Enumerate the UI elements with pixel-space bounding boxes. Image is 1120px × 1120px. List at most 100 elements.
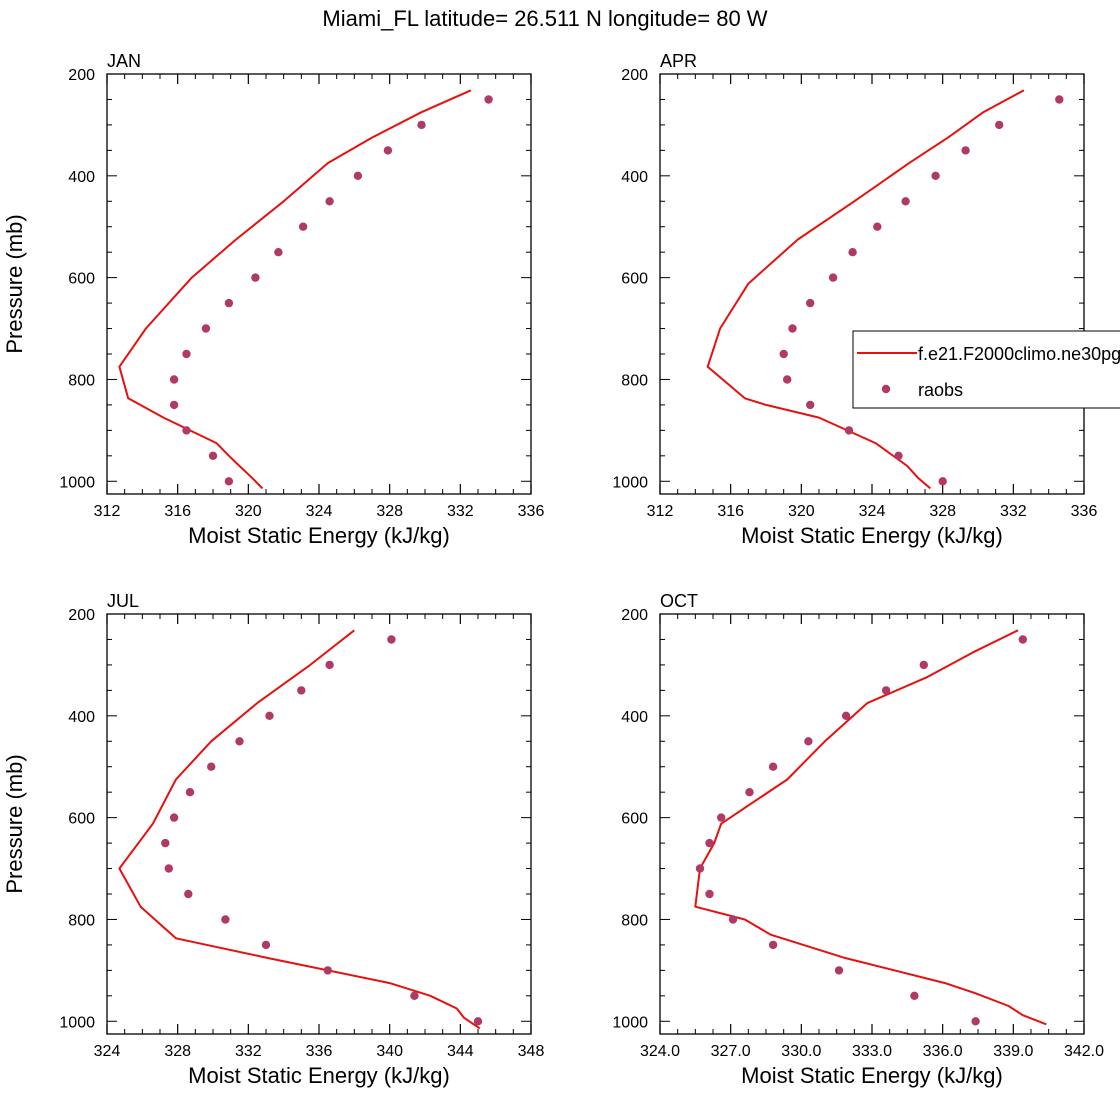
- jan-x-tick-label: 324: [306, 503, 333, 520]
- jan-y-tick-label: 200: [68, 67, 95, 84]
- apr-raobs-point: [938, 477, 947, 486]
- jul-raobs-point: [207, 762, 216, 771]
- oct-x-tick-label: 330.0: [781, 1043, 821, 1060]
- jul-y-tick-label: 600: [68, 811, 95, 828]
- jan-model-line: [118, 89, 472, 490]
- apr-raobs-point: [806, 400, 815, 410]
- legend: f.e21.F2000climo.ne30pg3_ne30pg3_mg17.ca…: [852, 330, 1120, 409]
- jan-raobs-point: [182, 349, 191, 359]
- jul-x-tick-label: 332: [235, 1043, 262, 1060]
- apr-raobs-point: [995, 120, 1004, 130]
- oct-raobs-point: [1018, 635, 1027, 644]
- oct-raobs-point: [717, 813, 726, 822]
- apr-y-tick-label: 400: [621, 169, 648, 186]
- jul-x-tick-label: 344: [447, 1043, 474, 1060]
- apr-y-tick-label: 800: [621, 372, 648, 389]
- oct-model-line: [694, 629, 1047, 1026]
- apr-model-line: [706, 89, 1025, 490]
- jul-panel-title: JUL: [107, 591, 139, 611]
- jul-y-tick-label: 400: [68, 709, 95, 726]
- jan-raobs-point: [383, 146, 393, 155]
- jan-y-tick-label: 400: [68, 169, 95, 186]
- panel-oct: OCT 324.0 327.0 330.0 333.0 336.0 339.0 342.0 20…: [612, 591, 1104, 1088]
- oct-raobs-point: [728, 915, 738, 924]
- jan-x-tick-label: 328: [376, 503, 403, 520]
- oct-x-tick-label: 324.0: [640, 1043, 680, 1060]
- legend-obs-marker: [881, 384, 891, 394]
- oct-raobs-point: [804, 737, 813, 746]
- jan-panel-title: JAN: [107, 51, 141, 71]
- jan-y-axis-label: Pressure (mb): [2, 214, 27, 353]
- apr-raobs-point: [788, 324, 797, 333]
- jul-raobs-point: [325, 660, 334, 670]
- figure-title: Miami_FL latitude= 26.511 N longitude= 8…: [322, 6, 767, 31]
- jan-raobs-point: [298, 222, 308, 231]
- apr-raobs-point: [783, 375, 792, 384]
- oct-x-tick-label: 336.0: [923, 1043, 963, 1060]
- apr-x-axis-label: Moist Static Energy (kJ/kg): [741, 523, 1003, 548]
- jan-x-tick-label: 316: [164, 503, 191, 520]
- jan-y-tick-label: 1000: [59, 474, 95, 491]
- oct-raobs-point: [841, 711, 851, 720]
- apr-y-tick-label: 200: [621, 67, 648, 84]
- oct-raobs-point: [695, 864, 705, 873]
- oct-x-tick-label: 327.0: [711, 1043, 751, 1060]
- jan-y-tick-label: 800: [68, 372, 95, 389]
- jul-raobs-point: [387, 635, 396, 644]
- jul-y-tick-label: 200: [68, 607, 95, 624]
- jan-x-tick-label: 332: [447, 503, 474, 520]
- apr-raobs-point: [901, 197, 910, 206]
- jul-x-tick-label: 328: [164, 1043, 191, 1060]
- jan-raobs-point: [484, 95, 493, 104]
- apr-raobs-point: [779, 349, 788, 359]
- apr-raobs-point: [931, 171, 940, 180]
- jan-raobs-point: [201, 324, 211, 333]
- jul-x-tick-label: 336: [306, 1043, 333, 1060]
- apr-plot-frame: [659, 73, 1085, 495]
- jul-raobs-point: [473, 1017, 483, 1026]
- jul-raobs-point: [235, 737, 244, 746]
- oct-y-tick-label: 1000: [612, 1014, 648, 1031]
- panel-apr: APR 312 316 320 324 328 332 336 200 400 600 800 1000…: [612, 51, 1097, 548]
- oct-y-tick-label: 600: [621, 811, 648, 828]
- jan-raobs-point: [169, 375, 179, 384]
- oct-y-tick-label: 200: [621, 607, 648, 624]
- jan-x-axis-label: Moist Static Energy (kJ/kg): [188, 523, 450, 548]
- jul-raobs-point: [410, 991, 419, 1000]
- jan-raobs-point: [208, 451, 218, 460]
- oct-raobs-point: [768, 762, 778, 771]
- jan-x-tick-label: 312: [94, 503, 121, 520]
- apr-raobs-point: [844, 426, 854, 435]
- oct-raobs-point: [745, 788, 754, 797]
- oct-panel-title: OCT: [660, 591, 698, 611]
- jul-raobs-point: [265, 711, 274, 720]
- panels-container: JAN 312 316 320 324 328 332 336 200 400 600 800 1000…: [2, 51, 1104, 1088]
- apr-x-tick-label: 324: [859, 503, 886, 520]
- jul-y-tick-label: 1000: [59, 1014, 95, 1031]
- jan-plot-frame: [106, 73, 532, 495]
- jul-raobs-point: [297, 686, 306, 695]
- jul-y-tick-label: 800: [68, 912, 95, 929]
- apr-x-tick-label: 316: [717, 503, 744, 520]
- jul-raobs-point: [169, 813, 179, 822]
- apr-raobs-point: [1055, 95, 1064, 104]
- jan-y-tick-label: 600: [68, 271, 95, 288]
- jan-x-tick-label: 320: [235, 503, 262, 520]
- oct-x-tick-label: 333.0: [852, 1043, 892, 1060]
- oct-raobs-point: [705, 838, 714, 848]
- apr-y-tick-label: 1000: [612, 474, 648, 491]
- apr-x-tick-label: 320: [788, 503, 815, 520]
- jan-raobs-point: [417, 120, 426, 130]
- panel-jul: JUL 324 328 332 336 340 344 348 200 400 600 800 1000…: [2, 591, 544, 1088]
- jul-raobs-point: [184, 889, 193, 899]
- oct-raobs-point: [881, 686, 891, 695]
- apr-raobs-point: [961, 146, 970, 155]
- apr-x-tick-label: 332: [1000, 503, 1027, 520]
- jul-model-line: [118, 629, 481, 1030]
- oct-raobs-point: [705, 889, 714, 899]
- jul-raobs-point: [164, 864, 173, 873]
- jan-raobs-point: [251, 273, 260, 282]
- jul-y-axis-label: Pressure (mb): [2, 754, 27, 893]
- jul-plot-frame: [106, 613, 532, 1035]
- apr-raobs-point: [894, 451, 903, 460]
